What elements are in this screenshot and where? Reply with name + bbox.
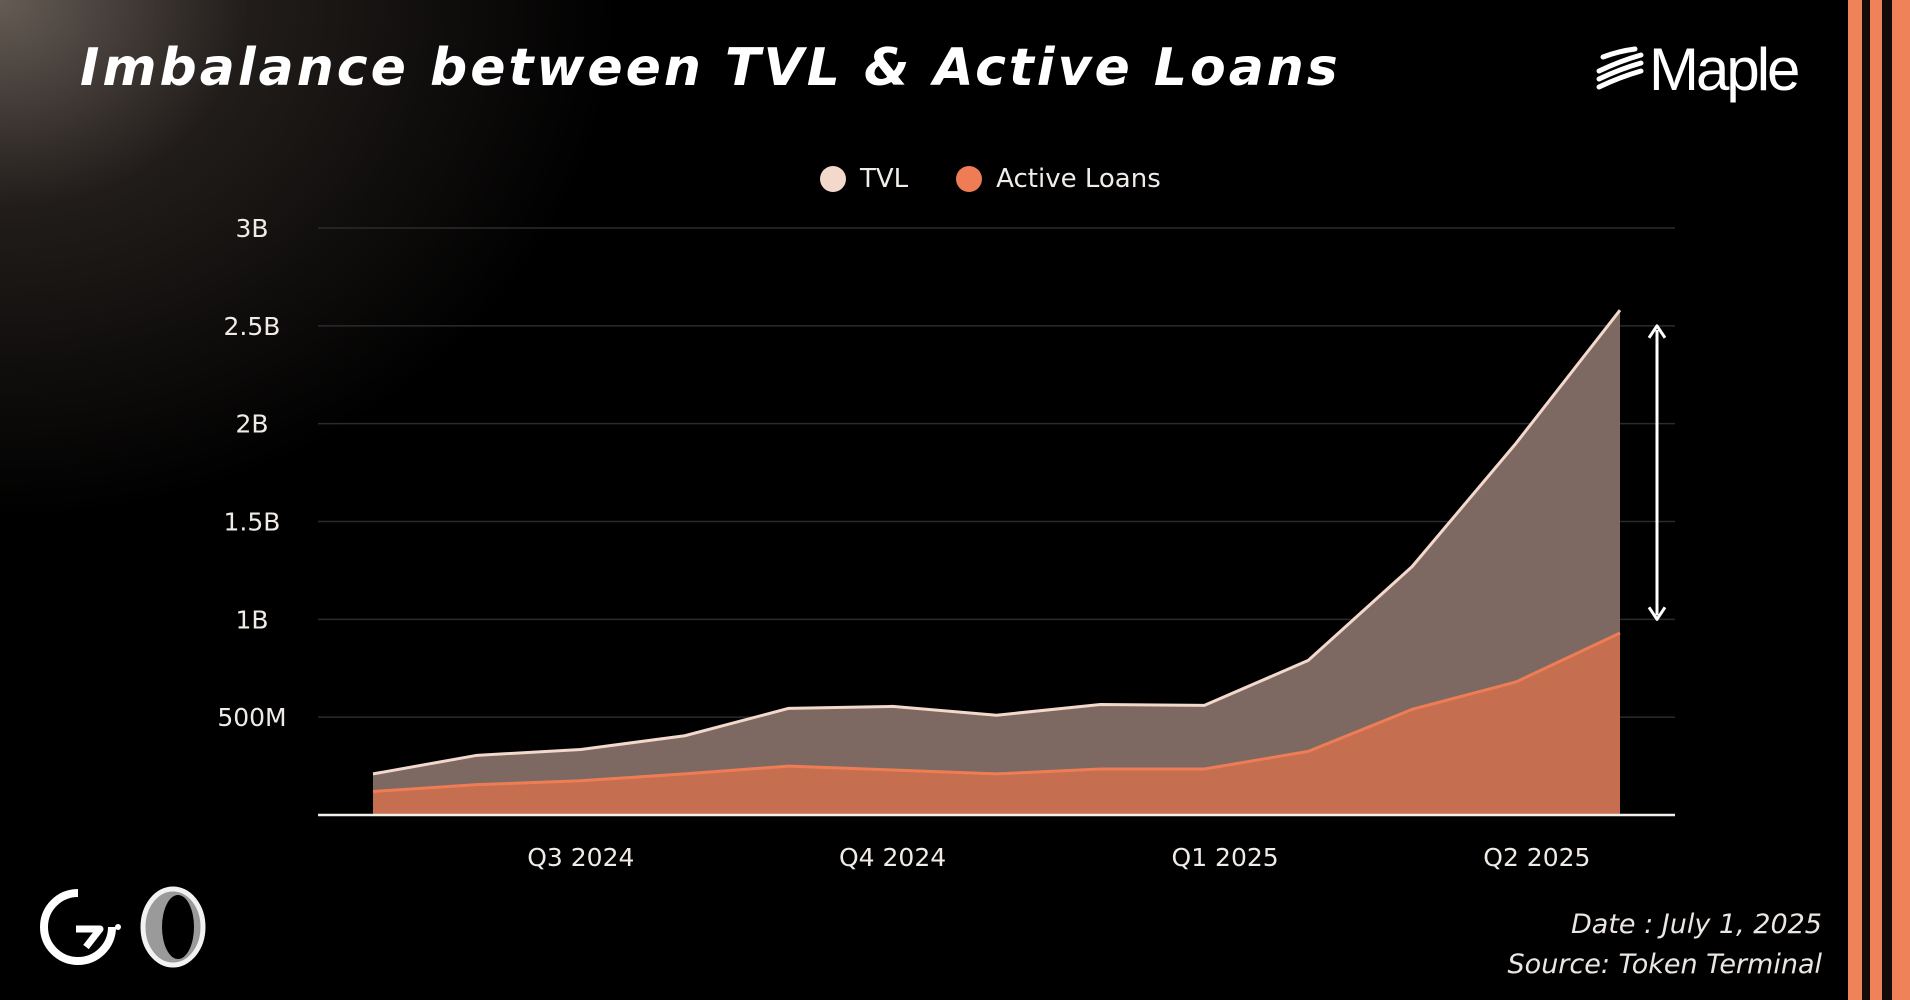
gap-arrow-head-bottom bbox=[1647, 606, 1667, 621]
area-tvl bbox=[373, 310, 1620, 815]
maple-stripes-icon bbox=[1596, 46, 1644, 90]
chart-legend: TVL Active Loans bbox=[820, 164, 1209, 194]
stripe-accent-1 bbox=[1848, 0, 1862, 1000]
stripe-gap-1 bbox=[1862, 0, 1870, 1000]
x-tick-label: Q2 2025 bbox=[1483, 843, 1590, 872]
stripe-accent-3 bbox=[1892, 0, 1910, 1000]
x-axis-ticks: Q3 2024 Q4 2024 Q1 2025 Q2 2025 bbox=[527, 843, 1590, 872]
y-tick-label: 3B bbox=[235, 214, 268, 243]
legend-item-tvl: TVL bbox=[820, 164, 908, 194]
y-tick-label: 2.5B bbox=[224, 312, 281, 341]
y-axis-ticks: 500M 1B 1.5B 2B 2.5B 3B bbox=[217, 214, 286, 732]
legend-label-active-loans: Active Loans bbox=[996, 164, 1161, 194]
gap-arrow-head-top bbox=[1647, 324, 1667, 339]
series-areas bbox=[372, 309, 1622, 815]
source-note: Source: Token Terminal bbox=[1507, 949, 1822, 980]
page-title: Imbalance between TVL & Active Loans bbox=[80, 38, 1341, 98]
ring-logo-icon bbox=[140, 886, 206, 968]
date-note: Date : July 1, 2025 bbox=[1571, 909, 1822, 940]
partner-logos bbox=[40, 886, 206, 968]
y-tick-label: 1B bbox=[235, 605, 268, 634]
decorative-side-stripes bbox=[1848, 0, 1910, 1000]
chart-footer: Date : July 1, 2025 Source: Token Termin… bbox=[1508, 905, 1822, 985]
g-swirl-logo-icon bbox=[40, 888, 121, 965]
y-tick-label: 1.5B bbox=[224, 508, 281, 537]
stripe-gap-2 bbox=[1882, 0, 1892, 1000]
stripe-accent-2 bbox=[1870, 0, 1882, 1000]
legend-label-tvl: TVL bbox=[860, 164, 909, 194]
brand-name: Maple bbox=[1649, 36, 1800, 103]
x-tick-label: Q3 2024 bbox=[527, 843, 634, 872]
x-tick-label: Q1 2025 bbox=[1172, 843, 1279, 872]
y-tick-label: 500M bbox=[217, 703, 286, 732]
brand-logo: Maple bbox=[1595, 30, 1825, 110]
y-tick-label: 2B bbox=[235, 410, 268, 439]
x-tick-label: Q4 2024 bbox=[839, 843, 946, 872]
legend-item-active-loans: Active Loans bbox=[956, 164, 1161, 194]
legend-swatch-tvl bbox=[820, 166, 846, 192]
area-active-loans bbox=[373, 633, 1620, 815]
gap-annotation bbox=[1647, 324, 1667, 621]
legend-swatch-active-loans bbox=[956, 166, 983, 192]
